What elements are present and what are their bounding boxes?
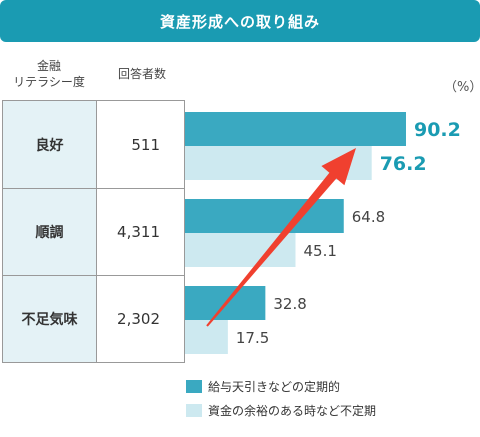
category-label: 不足気味 <box>3 276 97 362</box>
legend-label: 給与天引きなどの定期的 <box>208 380 341 394</box>
header-literacy-line2: リテラシー度 <box>13 75 85 89</box>
respondent-count: 2,302 <box>117 310 160 328</box>
bar-regular <box>185 199 344 233</box>
category-label: 順調 <box>3 189 97 275</box>
data-label: 32.8 <box>273 295 306 313</box>
table-row: 不足気味 2,302 <box>3 275 184 362</box>
table-row: 良好 511 <box>3 101 184 188</box>
unit-label: （%） <box>444 80 480 95</box>
bar-irregular <box>185 320 228 354</box>
legend-label: 資金の余裕のある時など不定期 <box>208 404 377 418</box>
respondent-count: 4,311 <box>117 223 160 241</box>
legend-swatch-dark <box>186 380 202 393</box>
data-label: 76.2 <box>380 153 427 175</box>
legend-item-regular: 給与天引きなどの定期的 <box>186 378 340 395</box>
data-label: 90.2 <box>414 119 461 141</box>
respondent-count: 511 <box>131 135 160 154</box>
legend-swatch-light <box>186 404 202 417</box>
legend-item-irregular: 資金の余裕のある時など不定期 <box>186 402 376 419</box>
data-label: 64.8 <box>352 208 385 226</box>
data-label: 45.1 <box>303 242 336 260</box>
bar-regular <box>185 112 406 146</box>
respondent-table: 良好 511 順調 4,311 不足気味 2,302 <box>2 100 185 363</box>
trend-arrow <box>206 148 356 327</box>
chart-title: 資産形成への取り組み <box>0 0 480 42</box>
header-literacy: 金融 リテラシー度 <box>2 58 96 90</box>
header-respondents: 回答者数 <box>117 67 166 81</box>
category-label: 良好 <box>3 101 97 188</box>
data-label: 17.5 <box>236 329 269 347</box>
table-row: 順調 4,311 <box>3 188 184 275</box>
header-literacy-line1: 金融 <box>36 59 61 73</box>
